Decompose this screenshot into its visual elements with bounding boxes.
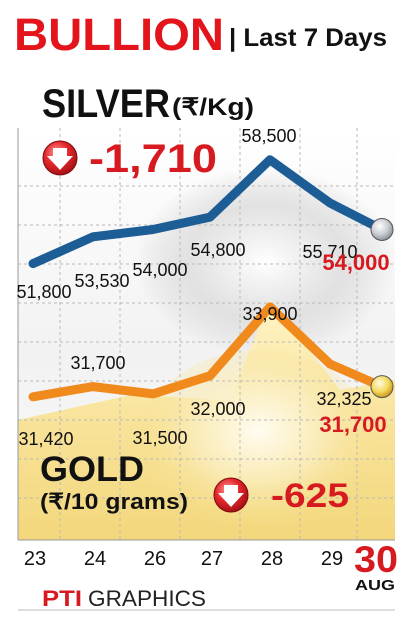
gold-point-label-0: 31,420 (18, 429, 73, 449)
x-tick-month: AUG (355, 577, 395, 594)
gold-last-point-marker (370, 375, 394, 399)
gold-series (28, 302, 394, 402)
silver-point-label-4: 58,500 (241, 126, 296, 146)
x-tick-3: 27 (201, 548, 223, 570)
x-tick-0: 23 (24, 548, 46, 570)
page-subtitle: | Last 7 Days (229, 24, 387, 52)
gold-latest-value: 31,700 (319, 412, 386, 437)
gold-unit: (₹/10 grams) (40, 489, 188, 514)
x-tick-2: 26 (144, 548, 166, 570)
gold-down-arrow-icon (213, 477, 249, 513)
gold-glow (143, 350, 373, 530)
silver-point-label-3: 54,800 (190, 240, 245, 260)
gold-change: -625 (271, 477, 349, 515)
silver-point-label-2: 54,000 (132, 260, 187, 280)
silver-point-labels: 51,80053,53054,00054,80058,50055,71054,0… (16, 126, 389, 302)
silver-point-label-1: 53,530 (74, 271, 129, 291)
x-axis-ticks: 23 24 26 27 28 29 (24, 548, 343, 570)
pti-logo: PTI (42, 586, 84, 611)
x-tick-5: 29 (321, 548, 343, 570)
silver-title: SILVER (42, 82, 170, 126)
silver-latest-value: 54,000 (322, 250, 389, 275)
gold-point-label-3: 32,000 (190, 399, 245, 419)
footer-credit: GRAPHICS (88, 586, 206, 611)
page-title: BULLION (14, 9, 224, 60)
x-tick-4: 28 (261, 548, 283, 570)
silver-unit: (₹/Kg) (172, 94, 254, 121)
footer-brand: PTI (42, 586, 82, 611)
gold-line (28, 302, 387, 402)
silver-change: -1,710 (89, 137, 217, 181)
silver-down-arrow-icon (42, 140, 78, 176)
x-tick-last: 30 (354, 539, 398, 580)
x-tick-1: 24 (84, 548, 106, 570)
silver-point-label-0: 51,800 (16, 282, 71, 302)
grid (17, 128, 395, 541)
gold-point-label-1: 31,700 (70, 353, 125, 373)
silver-point-label-5: 55,710 (302, 242, 357, 262)
silver-glow (135, 167, 395, 357)
silver-series (28, 155, 394, 269)
silver-last-point-marker (370, 218, 394, 241)
gold-point-label-2: 31,500 (132, 428, 187, 448)
silver-line (28, 155, 387, 269)
gold-title: GOLD (40, 450, 144, 489)
gold-point-label-5: 32,325 (316, 389, 371, 409)
gold-point-label-4: 33,900 (242, 304, 297, 324)
